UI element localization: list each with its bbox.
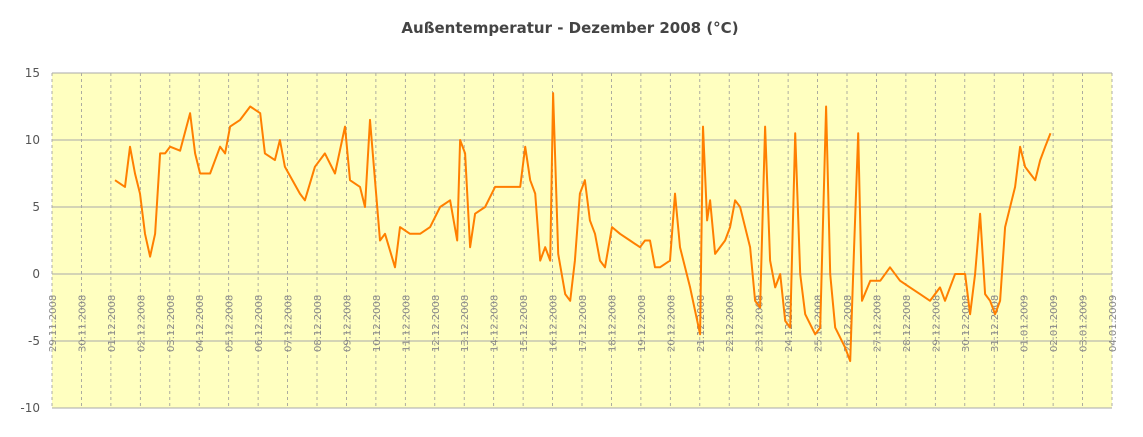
x-tick-label: 22.12.2008 — [725, 295, 736, 352]
x-tick-label: 04.12.2008 — [195, 295, 206, 352]
temperature-line — [114, 92, 1052, 363]
x-tick-label: 05.12.2008 — [225, 295, 236, 352]
x-tick-label: 11.12.2008 — [401, 295, 412, 352]
x-tick-label: 19.12.2008 — [637, 295, 648, 352]
x-tick-label: 02.01.2009 — [1049, 295, 1060, 352]
x-tick-label: 27.12.2008 — [872, 295, 883, 352]
x-tick-label: 13.12.2008 — [460, 295, 471, 352]
chart-title: Außentemperatur - Dezember 2008 (°C) — [401, 19, 738, 37]
x-tick-label: 04.01.2009 — [1108, 295, 1119, 352]
y-tick-label: -5 — [28, 334, 40, 348]
x-tick-label: 31.12.2008 — [990, 295, 1001, 352]
y-tick-label: -10 — [20, 401, 40, 415]
x-tick-label: 01.01.2009 — [1020, 295, 1031, 352]
y-tick-label: 5 — [32, 200, 40, 214]
x-tick-label: 09.12.2008 — [342, 295, 353, 352]
x-tick-label: 25.12.2008 — [814, 295, 825, 352]
x-tick-label: 30.11.2008 — [77, 295, 88, 352]
x-tick-label: 29.11.2008 — [48, 295, 59, 352]
x-tick-label: 21.12.2008 — [696, 295, 707, 352]
x-tick-label: 17.12.2008 — [578, 295, 589, 352]
y-tick-label: 15 — [25, 66, 40, 80]
x-tick-label: 03.12.2008 — [166, 295, 177, 352]
x-tick-label: 28.12.2008 — [902, 295, 913, 352]
x-tick-label: 20.12.2008 — [666, 295, 677, 352]
x-tick-label: 01.12.2008 — [107, 295, 118, 352]
x-tick-label: 02.12.2008 — [136, 295, 147, 352]
x-tick-label: 23.12.2008 — [755, 295, 766, 352]
y-tick-label: 10 — [25, 133, 40, 147]
x-tick-label: 10.12.2008 — [372, 295, 383, 352]
y-tick-label: 0 — [32, 267, 40, 281]
x-tick-label: 06.12.2008 — [254, 295, 265, 352]
x-tick-label: 12.12.2008 — [431, 295, 442, 352]
x-tick-label: 15.12.2008 — [519, 295, 530, 352]
x-tick-label: 07.12.2008 — [284, 295, 295, 352]
x-tick-label: 30.12.2008 — [961, 295, 972, 352]
x-tick-label: 29.12.2008 — [931, 295, 942, 352]
x-tick-label: 16.12.2008 — [549, 295, 560, 352]
x-tick-label: 03.01.2009 — [1079, 295, 1090, 352]
x-tick-label: 26.12.2008 — [843, 295, 854, 352]
x-tick-label: 18.12.2008 — [607, 295, 618, 352]
x-tick-label: 08.12.2008 — [313, 295, 324, 352]
x-tick-label: 14.12.2008 — [490, 295, 501, 352]
